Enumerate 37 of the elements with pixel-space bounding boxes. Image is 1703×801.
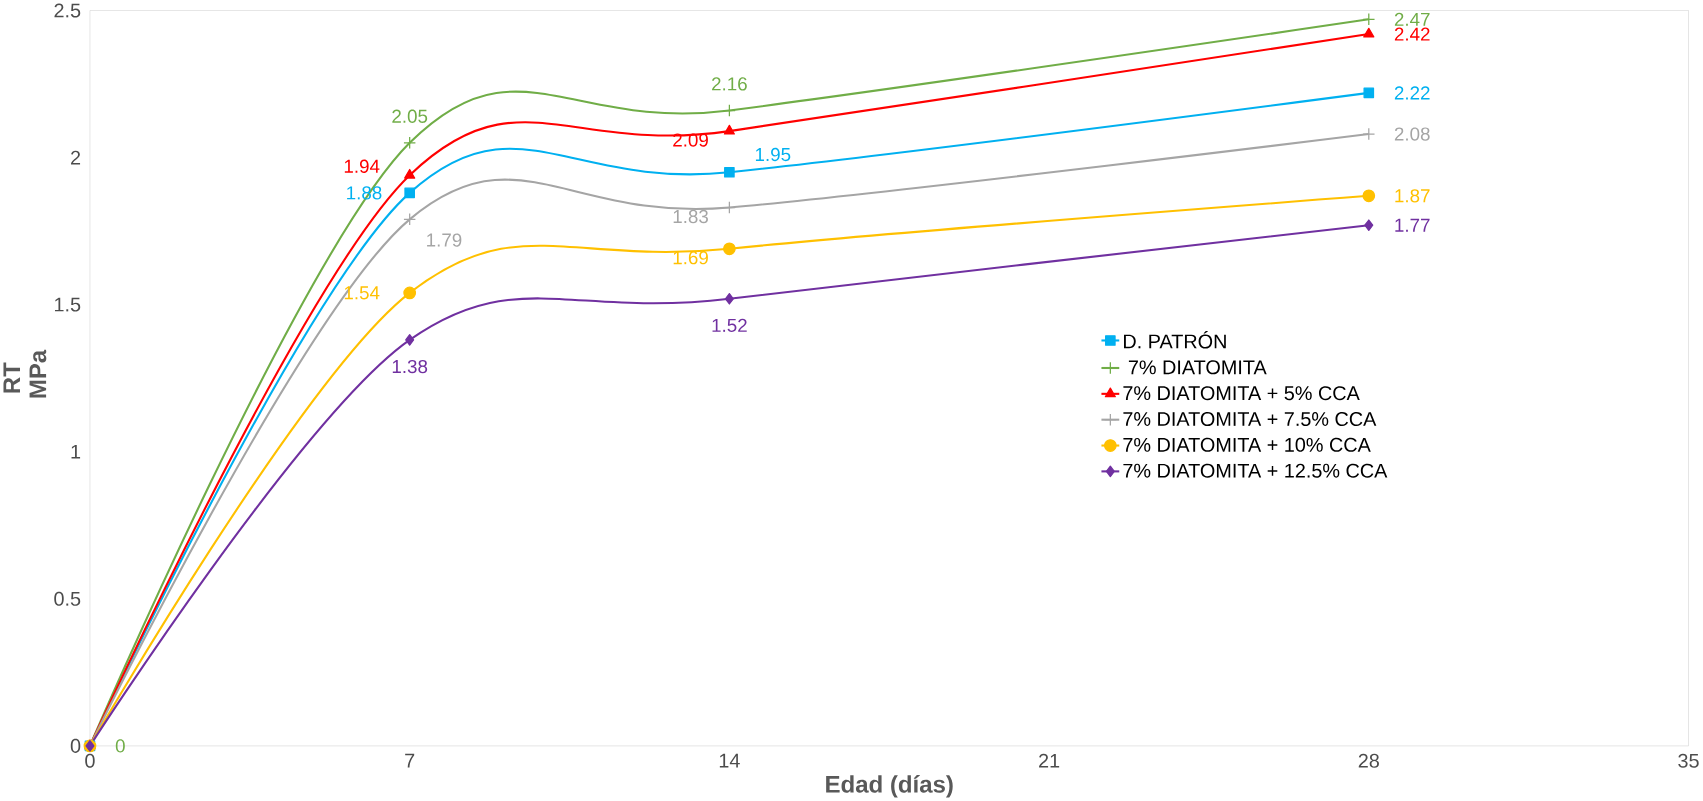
x-tick-label: 14 bbox=[719, 753, 740, 768]
x-tick-label: 28 bbox=[1358, 753, 1379, 768]
legend-label: 7% DIATOMITA + 7.5% CCA bbox=[1123, 411, 1377, 427]
data-label: 2.22 bbox=[1394, 86, 1430, 100]
y-axis-title: RT MPa bbox=[3, 349, 47, 398]
data-label: 2.16 bbox=[712, 77, 747, 91]
legend-label: D. PATRÓN bbox=[1124, 331, 1226, 349]
data-label: 1.87 bbox=[1395, 189, 1430, 203]
data-label: 0 bbox=[115, 739, 125, 753]
data-label: 1.83 bbox=[673, 209, 708, 224]
x-axis-title: Edad (días) bbox=[826, 774, 953, 798]
data-label: 2.42 bbox=[1394, 27, 1430, 41]
y-tick-label: 1.5 bbox=[55, 297, 81, 312]
x-tick-label: 35 bbox=[1678, 753, 1699, 768]
data-label: 2.47 bbox=[1394, 12, 1430, 26]
legend-label: 7% DIATOMITA + 12.5% CCA bbox=[1123, 463, 1388, 478]
data-label: 1.79 bbox=[427, 233, 462, 247]
y-tick-label: 0 bbox=[70, 738, 81, 753]
legend-label: 7% DIATOMITA bbox=[1128, 360, 1267, 375]
data-label: 1.77 bbox=[1395, 218, 1430, 232]
y-tick-label: 2.5 bbox=[54, 3, 81, 18]
data-label: 1.94 bbox=[344, 159, 380, 173]
data-label: 2.05 bbox=[392, 109, 428, 123]
x-tick-label: 7 bbox=[405, 753, 415, 768]
y-tick-label: 0.5 bbox=[54, 591, 81, 606]
x-tick-label: 0 bbox=[85, 753, 95, 768]
data-label: 1.54 bbox=[344, 286, 380, 300]
data-label: 2.08 bbox=[1394, 127, 1430, 141]
legend-label: 7% DIATOMITA + 10% CCA bbox=[1123, 437, 1371, 452]
data-label: 1.52 bbox=[712, 318, 747, 333]
data-label: 1.69 bbox=[673, 251, 708, 265]
x-tick-label: 21 bbox=[1039, 753, 1060, 768]
y-tick-label: 2 bbox=[71, 150, 81, 165]
y-tick-label: 1 bbox=[71, 444, 81, 459]
legend-label: 7% DIATOMITA + 5% CCA bbox=[1123, 386, 1360, 401]
data-label: 1.38 bbox=[392, 359, 428, 374]
data-label: 1.95 bbox=[755, 147, 791, 162]
